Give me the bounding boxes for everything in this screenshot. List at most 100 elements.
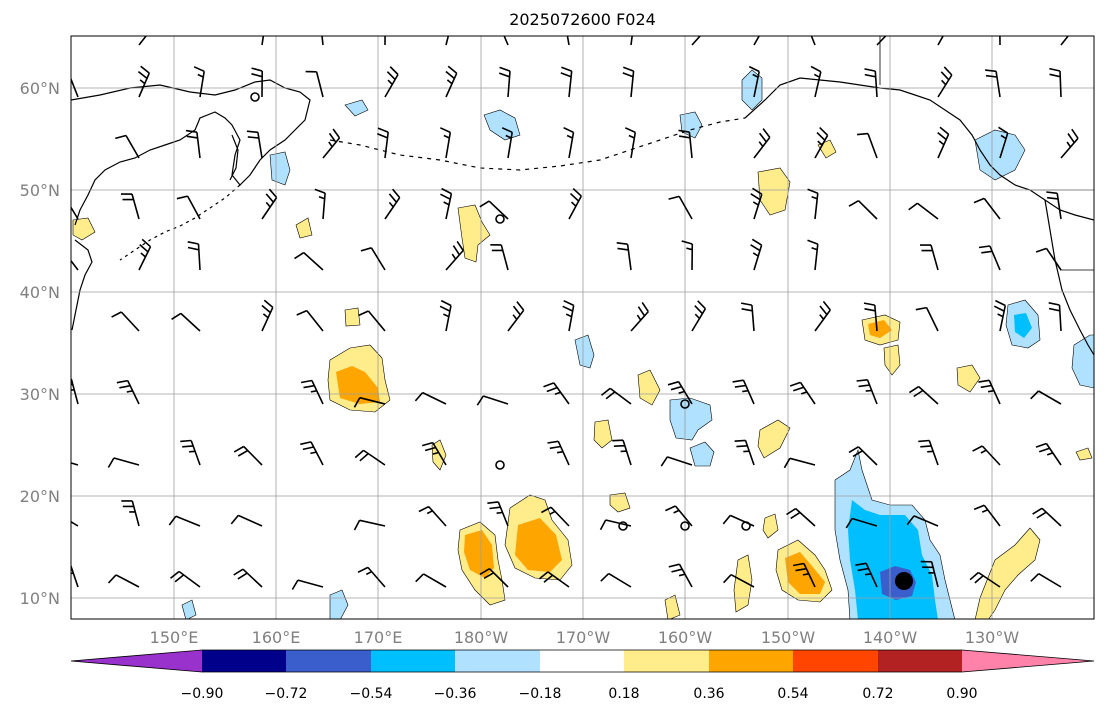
wind-barb: [490, 244, 509, 271]
wind-barb: [305, 70, 324, 98]
wind-barb: [261, 299, 274, 332]
wind-barb: [440, 187, 453, 220]
wind-barb: [233, 568, 263, 588]
wind-barb: [384, 36, 386, 46]
bc-coastline: [1044, 199, 1094, 356]
wind-barb: [314, 188, 326, 220]
lon-label: 140°W: [863, 628, 918, 647]
wind-barb: [792, 562, 816, 588]
wind-barb: [71, 462, 79, 466]
wind-barb: [414, 391, 447, 405]
colorbar-tick-label: −0.54: [350, 686, 393, 702]
calm-circle: [495, 214, 505, 224]
wind-barb: [740, 302, 755, 332]
wind-barb: [908, 385, 939, 405]
colorbar-tick-label: 0.18: [608, 686, 639, 702]
wind-barb: [439, 299, 452, 332]
warm-anomaly-region: [344, 307, 361, 327]
calm-circle: [250, 92, 260, 102]
warm-anomaly-region: [1075, 447, 1093, 461]
cool-anomaly-core: [1014, 313, 1032, 338]
wind-barb: [807, 239, 819, 271]
wind-barb: [748, 65, 760, 98]
cool-anomaly-region: [181, 599, 197, 619]
colorbar-tick-label: 0.72: [862, 686, 893, 702]
wind-barb: [246, 130, 263, 159]
wind-barb: [857, 132, 878, 159]
wind-barb: [807, 188, 819, 220]
lon-label: 170°W: [556, 628, 611, 647]
wind-barb: [187, 241, 201, 271]
wind-barb: [321, 36, 324, 46]
lon-label: 160°W: [658, 628, 713, 647]
wind-barb: [973, 197, 1001, 220]
wind-barb: [439, 127, 452, 159]
wind-barb: [507, 301, 525, 332]
wind-barb: [300, 441, 324, 466]
wind-barb: [193, 66, 205, 98]
wind-barb: [855, 562, 878, 588]
wind-barb: [384, 66, 399, 98]
lon-label: 150°E: [150, 628, 199, 647]
wind-barb: [908, 202, 939, 220]
warm-anomaly-region: [295, 217, 313, 239]
colorbar-tick-label: −0.36: [434, 686, 477, 702]
wind-barb: [501, 127, 513, 159]
colorbar-segment: [540, 650, 624, 672]
wind-barb: [180, 439, 201, 466]
wind-barb: [845, 517, 878, 529]
colorbar-tick-label: −0.90: [181, 686, 224, 702]
map-title: 2025072600 F024: [509, 10, 656, 29]
wind-barb: [612, 439, 632, 466]
lon-label: 170°E: [354, 628, 403, 647]
wind-barb: [660, 456, 693, 467]
wind-barb: [71, 520, 79, 527]
wind-barb: [1032, 507, 1062, 527]
wind-barb: [445, 240, 464, 271]
wind-barb: [479, 200, 509, 220]
lon-label: 150°W: [761, 628, 816, 647]
wind-barb: [786, 507, 816, 527]
wind-barb: [171, 312, 201, 332]
wind-barb: [937, 66, 953, 98]
wind-barb: [296, 309, 324, 332]
cool-anomaly-region: [689, 441, 715, 467]
wind-barb: [294, 251, 324, 271]
wind-barb: [251, 67, 263, 98]
wind-barb: [750, 187, 763, 220]
colorbar-extend-low: [71, 650, 202, 672]
calm-circle: [495, 460, 505, 470]
wind-barb: [999, 36, 1001, 46]
wind-barb: [185, 129, 201, 159]
wind-barb: [563, 126, 575, 159]
wind-barb: [723, 573, 755, 588]
wind-barb: [357, 566, 386, 588]
colorbar-segment: [878, 650, 962, 672]
colorbar-ticks: −0.90 −0.72 −0.54 −0.36 −0.18 0.18 0.36 …: [181, 686, 978, 702]
cool-anomaly-region: [344, 99, 369, 117]
wind-barb: [71, 563, 79, 588]
warm-anomaly-region: [609, 492, 631, 513]
wind-barb: [1046, 191, 1062, 220]
wind-barb: [993, 299, 1007, 332]
wind-barb: [1060, 128, 1079, 159]
warm-anomaly-region: [457, 204, 491, 263]
wind-barb: [168, 515, 201, 527]
wind-barb: [810, 36, 816, 46]
warm-anomaly-region: [883, 344, 901, 376]
wind-barb: [919, 244, 939, 271]
wind-barb: [750, 238, 763, 271]
wind-barb: [120, 193, 140, 220]
lon-label: 130°W: [965, 628, 1020, 647]
wind-barb: [920, 560, 939, 588]
wind-barb: [111, 311, 140, 332]
cool-anomaly-core: [848, 500, 938, 619]
wind-barb: [71, 76, 79, 98]
wind-barb: [116, 379, 140, 405]
warm-anomaly-region: [956, 364, 981, 393]
wind-barb: [864, 68, 878, 98]
wind-barb: [562, 299, 575, 332]
wind-barb: [547, 440, 570, 466]
wind-barb: [543, 382, 570, 405]
